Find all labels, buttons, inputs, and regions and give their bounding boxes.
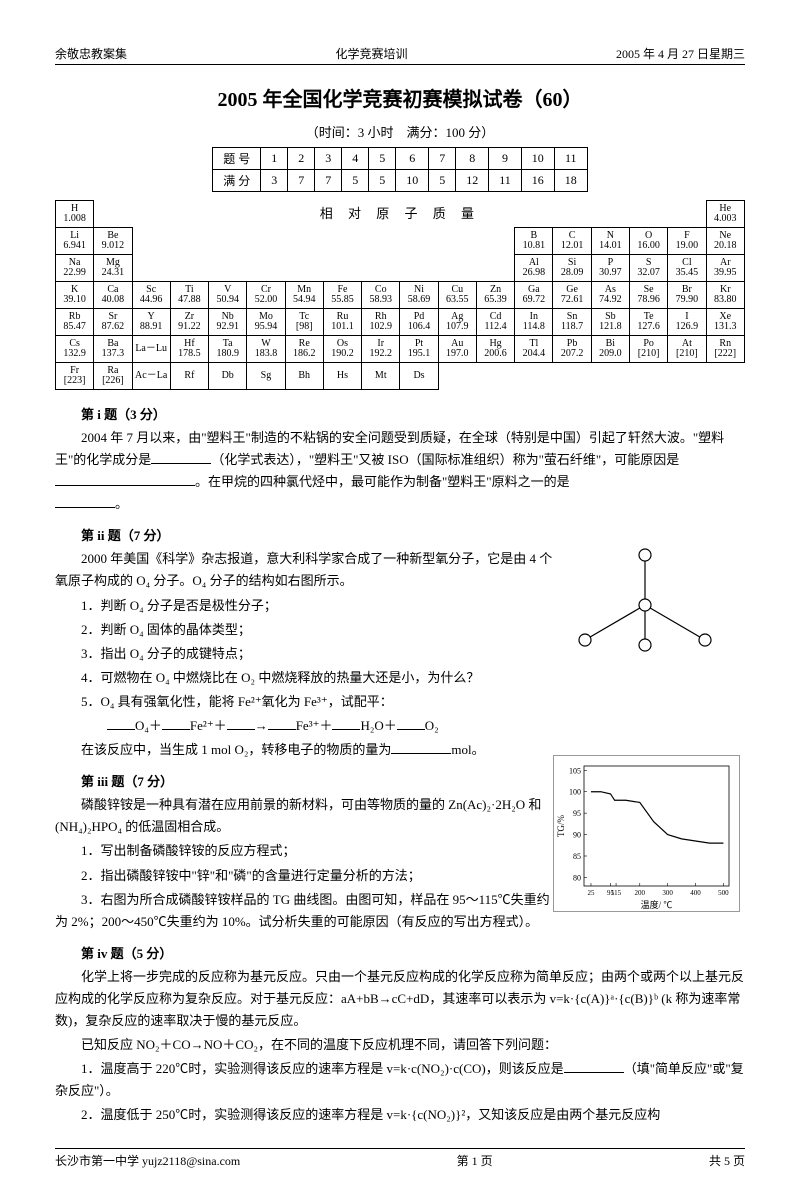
- svg-text:200: 200: [635, 889, 646, 897]
- page-title: 2005 年全国化学竞赛初赛模拟试卷（60）: [55, 83, 745, 112]
- q4-item2: 2．温度低于 250℃时，实验测得该反应的速率方程是 v=k·{c(NO₂)}²…: [55, 1104, 745, 1126]
- q1-heading: 第 i 题（3 分）: [55, 404, 745, 423]
- q2-intro: 2000 年美国《科学》杂志报道，意大利科学家合成了一种新型氧分子，它是由 4 …: [55, 548, 555, 592]
- svg-text:300: 300: [662, 889, 673, 897]
- q2-heading: 第 ii 题（7 分）: [55, 525, 745, 544]
- svg-text:温度/ ℃: 温度/ ℃: [641, 899, 673, 910]
- svg-text:85: 85: [573, 852, 581, 861]
- q3-intro: 磷酸锌铵是一种具有潜在应用前景的新材料，可由等物质的量的 Zn(Ac)₂·2H₂…: [55, 794, 555, 838]
- header-center: 化学竞赛培训: [335, 45, 407, 62]
- q2-item5: 5．O₄ 具有强氧化性，能将 Fe²⁺氧化为 Fe³⁺，试配平：: [55, 691, 745, 713]
- tg-curve-chart: 808590951001052595115200300400500TG/%温度/…: [553, 755, 740, 912]
- q2-item4: 4．可燃物在 O₄ 中燃烧比在 O₂ 中燃烧释放的热量大还是小，为什么？: [55, 667, 555, 689]
- q4-heading: 第 iv 题（5 分）: [55, 943, 745, 962]
- q2-equation: O₄＋Fe²⁺＋→Fe³⁺＋H₂O＋O₂: [55, 715, 745, 737]
- header-left: 余敬忠教案集: [55, 45, 127, 62]
- score-table: 题 号1234567891011满 分3775510512111618: [212, 147, 588, 192]
- subtitle: （时间：3 小时 满分：100 分）: [55, 122, 745, 141]
- q4-intro: 化学上将一步完成的反应称为基元反应。只由一个基元反应构成的化学反应称为简单反应；…: [55, 966, 745, 1032]
- q3-item3: 3．右图为所合成磷酸锌铵样品的 TG 曲线图。由图可知，样品在 95～115℃失…: [55, 889, 555, 933]
- q4-p1: 已知反应 NO₂＋CO→NO＋CO₂，在不同的温度下反应机理不同，请回答下列问题…: [55, 1034, 745, 1056]
- svg-text:25: 25: [587, 889, 595, 897]
- svg-text:95: 95: [573, 809, 581, 818]
- periodic-table: H1.008相 对 原 子 质 量He4.003Li6.941Be9.012B1…: [55, 200, 745, 390]
- o4-structure-diagram: [560, 545, 730, 655]
- footer-left: 长沙市第一中学 yujz2118@sina.com: [55, 1152, 240, 1169]
- svg-text:500: 500: [718, 889, 729, 897]
- svg-text:400: 400: [690, 889, 701, 897]
- svg-text:100: 100: [569, 788, 581, 797]
- svg-text:105: 105: [569, 766, 581, 775]
- q2-item2: 2．判断 O₄ 固体的晶体类型；: [55, 619, 555, 641]
- svg-text:TG/%: TG/%: [556, 815, 566, 837]
- q3-item1: 1．写出制备磷酸锌铵的反应方程式；: [55, 840, 555, 862]
- q1-body: 2004 年 7 月以来，由"塑料王"制造的不粘锅的安全问题受到质疑，在全球（特…: [55, 427, 745, 515]
- q2-item3: 3．指出 O₄ 分子的成键特点；: [55, 643, 555, 665]
- q2-item1: 1．判断 O₄ 分子是否是极性分子；: [55, 595, 555, 617]
- header-right: 2005 年 4 月 27 日星期三: [616, 45, 745, 62]
- footer-center: 第 1 页: [457, 1152, 493, 1169]
- footer-right: 共 5 页: [709, 1152, 745, 1169]
- svg-text:115: 115: [611, 889, 622, 897]
- svg-text:90: 90: [573, 831, 581, 840]
- svg-text:80: 80: [573, 873, 581, 882]
- q4-item1: 1．温度高于 220℃时，实验测得该反应的速率方程是 v=k·c(NO₂)·c(…: [55, 1058, 745, 1102]
- q3-item2: 2．指出磷酸锌铵中"锌"和"磷"的含量进行定量分析的方法；: [55, 865, 555, 887]
